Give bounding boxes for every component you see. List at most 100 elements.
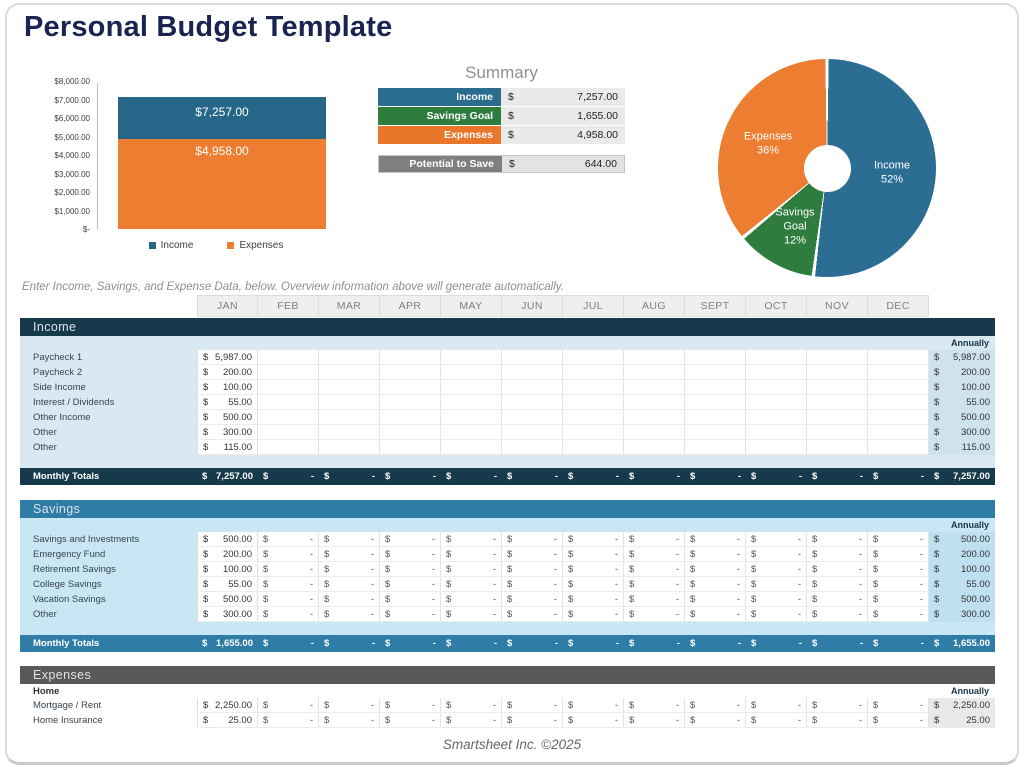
month-cell[interactable]: $ - bbox=[502, 698, 563, 713]
month-cell[interactable] bbox=[624, 425, 685, 440]
row-label[interactable]: Interest / Dividends bbox=[33, 397, 115, 408]
month-cell[interactable]: $ - bbox=[258, 607, 319, 622]
month-cell[interactable]: $ - bbox=[807, 532, 868, 547]
month-cell[interactable]: $ - bbox=[441, 577, 502, 592]
month-cell[interactable]: $ - bbox=[441, 592, 502, 607]
jan-value-cell[interactable]: $5,987.00 bbox=[197, 350, 258, 365]
jan-value-cell[interactable]: $55.00 bbox=[197, 577, 258, 592]
month-cell[interactable] bbox=[441, 425, 502, 440]
month-cell[interactable]: $ - bbox=[380, 592, 441, 607]
month-cell[interactable] bbox=[807, 440, 868, 455]
month-cell[interactable]: $ - bbox=[868, 577, 929, 592]
month-cell[interactable] bbox=[685, 380, 746, 395]
row-label[interactable]: Other bbox=[33, 442, 57, 453]
jan-value-cell[interactable]: $100.00 bbox=[197, 562, 258, 577]
month-cell[interactable]: $ - bbox=[441, 562, 502, 577]
month-cell[interactable] bbox=[624, 440, 685, 455]
month-cell[interactable] bbox=[441, 395, 502, 410]
month-cell[interactable]: $ - bbox=[563, 698, 624, 713]
row-label[interactable]: Paycheck 2 bbox=[33, 367, 83, 378]
month-cell[interactable]: $ - bbox=[746, 547, 807, 562]
month-cell[interactable] bbox=[563, 440, 624, 455]
month-cell[interactable] bbox=[868, 380, 929, 395]
month-cell[interactable] bbox=[868, 365, 929, 380]
month-cell[interactable]: $ - bbox=[380, 547, 441, 562]
month-cell[interactable]: $ - bbox=[502, 532, 563, 547]
month-cell[interactable]: $ - bbox=[624, 607, 685, 622]
month-cell[interactable]: $ - bbox=[502, 562, 563, 577]
jan-value-cell[interactable]: $100.00 bbox=[197, 380, 258, 395]
month-cell[interactable] bbox=[502, 425, 563, 440]
month-cell[interactable]: $ - bbox=[563, 713, 624, 728]
jan-value-cell[interactable]: $500.00 bbox=[197, 532, 258, 547]
month-cell[interactable]: $ - bbox=[380, 698, 441, 713]
month-cell[interactable]: $ - bbox=[746, 577, 807, 592]
month-cell[interactable]: $ - bbox=[502, 607, 563, 622]
month-cell[interactable]: $ - bbox=[624, 532, 685, 547]
row-label[interactable]: Mortgage / Rent bbox=[33, 700, 102, 711]
month-cell[interactable] bbox=[746, 365, 807, 380]
month-cell[interactable] bbox=[685, 410, 746, 425]
month-cell[interactable]: $ - bbox=[685, 607, 746, 622]
month-cell[interactable]: $ - bbox=[807, 562, 868, 577]
month-cell[interactable]: $ - bbox=[746, 607, 807, 622]
row-label[interactable]: College Savings bbox=[33, 579, 102, 590]
month-cell[interactable] bbox=[807, 365, 868, 380]
month-cell[interactable]: $ - bbox=[441, 547, 502, 562]
month-cell[interactable] bbox=[563, 425, 624, 440]
month-cell[interactable] bbox=[563, 350, 624, 365]
month-cell[interactable] bbox=[563, 410, 624, 425]
month-cell[interactable]: $ - bbox=[685, 577, 746, 592]
month-cell[interactable]: $ - bbox=[380, 532, 441, 547]
month-cell[interactable]: $ - bbox=[380, 713, 441, 728]
month-cell[interactable]: $ - bbox=[380, 607, 441, 622]
month-cell[interactable]: $ - bbox=[319, 607, 380, 622]
jan-value-cell[interactable]: $300.00 bbox=[197, 607, 258, 622]
month-cell[interactable] bbox=[380, 440, 441, 455]
month-cell[interactable] bbox=[868, 410, 929, 425]
month-cell[interactable] bbox=[746, 395, 807, 410]
month-cell[interactable] bbox=[868, 440, 929, 455]
month-cell[interactable]: $ - bbox=[258, 577, 319, 592]
month-cell[interactable]: $ - bbox=[380, 577, 441, 592]
month-cell[interactable] bbox=[746, 425, 807, 440]
month-cell[interactable] bbox=[319, 425, 380, 440]
month-cell[interactable]: $ - bbox=[563, 562, 624, 577]
month-cell[interactable]: $ - bbox=[563, 532, 624, 547]
month-cell[interactable] bbox=[685, 350, 746, 365]
month-cell[interactable] bbox=[563, 365, 624, 380]
jan-value-cell[interactable]: $115.00 bbox=[197, 440, 258, 455]
month-cell[interactable]: $ - bbox=[868, 547, 929, 562]
month-cell[interactable]: $ - bbox=[441, 713, 502, 728]
month-cell[interactable]: $ - bbox=[258, 592, 319, 607]
month-cell[interactable] bbox=[380, 350, 441, 365]
month-cell[interactable] bbox=[441, 380, 502, 395]
month-cell[interactable] bbox=[502, 440, 563, 455]
month-cell[interactable]: $ - bbox=[502, 713, 563, 728]
month-cell[interactable]: $ - bbox=[746, 713, 807, 728]
month-cell[interactable] bbox=[441, 410, 502, 425]
month-cell[interactable] bbox=[685, 440, 746, 455]
month-cell[interactable]: $ - bbox=[502, 547, 563, 562]
month-cell[interactable]: $ - bbox=[807, 592, 868, 607]
row-label[interactable]: Side Income bbox=[33, 382, 86, 393]
month-cell[interactable] bbox=[258, 365, 319, 380]
jan-value-cell[interactable]: $300.00 bbox=[197, 425, 258, 440]
row-label[interactable]: Other bbox=[33, 609, 57, 620]
month-cell[interactable] bbox=[746, 410, 807, 425]
month-cell[interactable] bbox=[258, 410, 319, 425]
month-cell[interactable]: $ - bbox=[685, 547, 746, 562]
month-cell[interactable] bbox=[441, 365, 502, 380]
month-cell[interactable] bbox=[258, 395, 319, 410]
row-label[interactable]: Home Insurance bbox=[33, 715, 103, 726]
month-cell[interactable]: $ - bbox=[624, 577, 685, 592]
month-cell[interactable]: $ - bbox=[685, 592, 746, 607]
month-cell[interactable] bbox=[380, 395, 441, 410]
month-cell[interactable]: $ - bbox=[746, 562, 807, 577]
row-label[interactable]: Savings and Investments bbox=[33, 534, 140, 545]
month-cell[interactable]: $ - bbox=[685, 532, 746, 547]
month-cell[interactable] bbox=[624, 380, 685, 395]
month-cell[interactable]: $ - bbox=[258, 698, 319, 713]
month-cell[interactable]: $ - bbox=[319, 698, 380, 713]
month-cell[interactable] bbox=[319, 440, 380, 455]
